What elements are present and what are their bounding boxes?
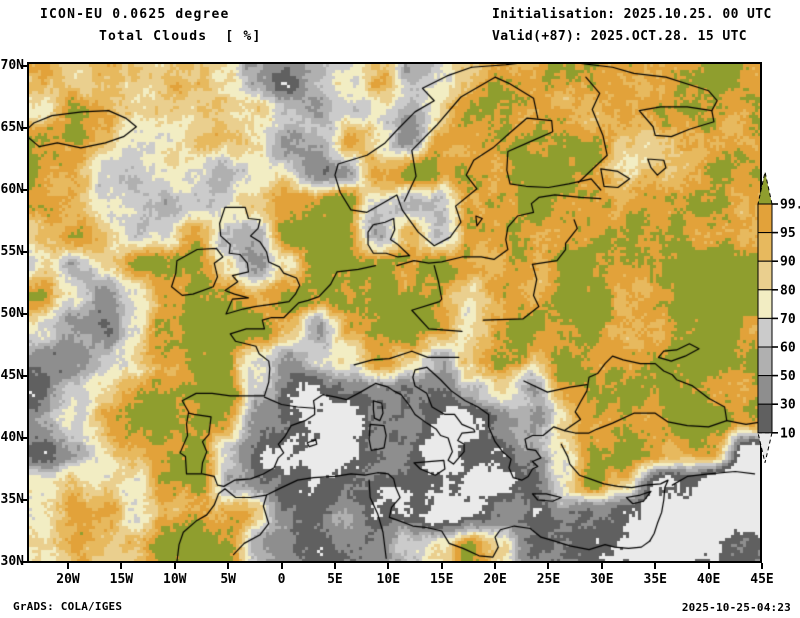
lat-tick-mark <box>21 561 27 563</box>
lon-tick-mark <box>654 563 657 569</box>
lon-tick-mark <box>761 563 763 569</box>
lon-tick-label: 0 <box>277 572 286 587</box>
creation-timestamp: 2025-10-25-04:23 <box>681 601 791 614</box>
lat-tick-mark <box>21 65 27 67</box>
lat-tick-mark <box>21 437 27 439</box>
lat-tick-label: 60N <box>0 182 24 197</box>
colorbar-tick-label: 50 <box>780 369 796 384</box>
valid-time-label: Valid(+87): 2025.OCT.28. 15 UTC <box>492 29 748 44</box>
lon-tick-mark <box>494 563 497 569</box>
init-time-label: Initialisation: 2025.10.25. 00 UTC <box>492 7 772 22</box>
colorbar-segment <box>757 317 773 348</box>
lat-tick-label: 30N <box>0 554 24 569</box>
lon-tick-label: 5E <box>327 572 343 587</box>
lon-tick-mark <box>173 563 176 569</box>
lon-tick-label: 15E <box>429 572 454 587</box>
cloud-cover-map-canvas <box>29 64 760 561</box>
colorbar-tick-label: 99.5 <box>780 198 800 213</box>
colorbar-segment <box>757 375 773 405</box>
lat-tick-mark <box>21 189 27 191</box>
lon-tick-label: 20W <box>56 572 80 587</box>
colorbar-segment <box>757 403 773 434</box>
lon-tick-label: 30E <box>590 572 614 587</box>
colorbar-segment <box>757 289 773 319</box>
lon-tick-mark <box>600 563 603 569</box>
lon-tick-mark <box>120 563 123 569</box>
colorbar-top-cap <box>757 171 773 205</box>
colorbar-segment <box>757 203 773 234</box>
lon-tick-mark <box>227 563 230 569</box>
lat-tick-label: 65N <box>0 120 24 135</box>
lat-tick-mark <box>21 375 27 377</box>
lon-tick-mark <box>387 563 390 569</box>
lon-tick-mark <box>440 563 443 569</box>
lat-tick-mark <box>21 127 27 129</box>
colorbar-tick-label: 10 <box>780 426 796 441</box>
lon-tick-label: 40E <box>696 572 721 587</box>
variable-title: Total Clouds [ %] <box>99 29 262 44</box>
lon-tick-label: 10W <box>163 572 187 587</box>
lon-tick-label: 45E <box>750 572 774 587</box>
lon-tick-mark <box>547 563 550 569</box>
lon-tick-label: 15W <box>109 572 134 587</box>
colorbar-tick-label: 95 <box>780 226 796 241</box>
lon-tick-mark <box>707 563 710 569</box>
lat-tick-mark <box>21 313 27 315</box>
lon-tick-label: 35E <box>643 572 667 587</box>
colorbar-bottom-cap <box>757 432 773 463</box>
map-frame <box>27 62 762 563</box>
lat-tick-label: 40N <box>0 430 24 445</box>
lat-tick-label: 55N <box>0 244 24 259</box>
lon-tick-label: 10E <box>376 572 401 587</box>
lat-tick-mark <box>21 499 27 501</box>
colorbar-segment <box>757 232 773 262</box>
colorbar: 99.5 95 90 80 70 60 50 30 10 <box>757 171 800 463</box>
lon-tick-label: 5W <box>220 572 236 587</box>
colorbar-segment <box>757 346 773 377</box>
lon-tick-label: 25E <box>536 572 561 587</box>
colorbar-tick-label: 80 <box>780 283 796 298</box>
lon-tick-mark <box>333 563 336 569</box>
lon-tick-label: 20E <box>483 572 507 587</box>
lat-tick-label: 50N <box>0 306 24 321</box>
colorbar-tick-label: 70 <box>780 312 796 327</box>
colorbar-segment <box>757 260 773 291</box>
colorbar-tick-label: 30 <box>780 398 796 413</box>
lat-tick-label: 70N <box>0 58 24 73</box>
grads-credit: GrADS: COLA/IGES <box>13 600 123 613</box>
colorbar-tick-label: 60 <box>780 341 796 356</box>
colorbar-tick-label: 90 <box>780 255 796 270</box>
lat-tick-label: 45N <box>0 368 24 383</box>
lat-tick-label: 35N <box>0 492 24 507</box>
lon-tick-mark <box>280 563 283 569</box>
model-title: ICON-EU 0.0625 degree <box>40 7 230 22</box>
lon-tick-mark <box>67 563 69 569</box>
lat-tick-mark <box>21 251 27 253</box>
